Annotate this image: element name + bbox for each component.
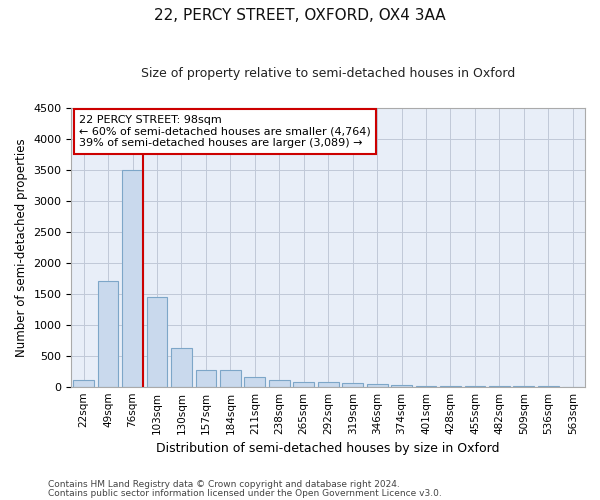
Text: Contains public sector information licensed under the Open Government Licence v3: Contains public sector information licen… — [48, 488, 442, 498]
Bar — [73, 380, 94, 386]
Bar — [196, 370, 217, 386]
Y-axis label: Number of semi-detached properties: Number of semi-detached properties — [15, 138, 28, 356]
Text: 22 PERCY STREET: 98sqm
← 60% of semi-detached houses are smaller (4,764)
39% of : 22 PERCY STREET: 98sqm ← 60% of semi-det… — [79, 115, 371, 148]
Bar — [146, 297, 167, 386]
Title: Size of property relative to semi-detached houses in Oxford: Size of property relative to semi-detach… — [141, 68, 515, 80]
Text: 22, PERCY STREET, OXFORD, OX4 3AA: 22, PERCY STREET, OXFORD, OX4 3AA — [154, 8, 446, 22]
X-axis label: Distribution of semi-detached houses by size in Oxford: Distribution of semi-detached houses by … — [157, 442, 500, 455]
Bar — [171, 348, 192, 387]
Bar — [391, 385, 412, 386]
Bar — [269, 380, 290, 386]
Bar — [293, 382, 314, 386]
Bar — [122, 170, 143, 386]
Text: Contains HM Land Registry data © Crown copyright and database right 2024.: Contains HM Land Registry data © Crown c… — [48, 480, 400, 489]
Bar — [342, 383, 363, 386]
Bar — [318, 382, 338, 386]
Bar — [98, 282, 118, 387]
Bar — [220, 370, 241, 386]
Bar — [367, 384, 388, 386]
Bar — [244, 378, 265, 386]
